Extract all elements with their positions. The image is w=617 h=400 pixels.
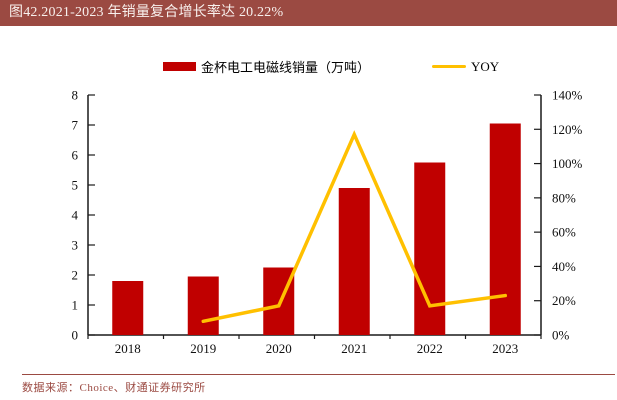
bar-2022: [414, 162, 446, 335]
chart-legend: 金杯电工电磁线销量（万吨） YOY: [163, 57, 499, 76]
x-axis-category-label: 2021: [341, 341, 367, 356]
x-axis-category-label: 2023: [492, 341, 518, 356]
x-axis-category-label: 2018: [115, 341, 141, 356]
figure-title-bar: 图42.2021-2023 年销量复合增长率达 20.22%: [0, 0, 617, 26]
yoy-line: [201, 130, 507, 324]
right-axis-tick-label: 120%: [552, 122, 583, 137]
x-axis-category-label: 2020: [266, 341, 292, 356]
x-axis-category-label: 2022: [417, 341, 443, 356]
left-axis-tick-label: 1: [72, 298, 79, 313]
bar-2023: [489, 123, 521, 335]
right-axis-tick-label: 20%: [552, 293, 576, 308]
left-axis-tick-label: 2: [72, 268, 79, 283]
line-series-legend-label: YOY: [471, 58, 500, 74]
right-axis-tick-label: 80%: [552, 190, 576, 205]
left-axis-tick-label: 6: [72, 148, 79, 163]
line-series-swatch-icon: [432, 65, 467, 68]
right-axis-tick-label: 0%: [552, 328, 570, 343]
left-axis-tick-label: 5: [72, 178, 79, 193]
bar-series-swatch-icon: [163, 62, 196, 71]
right-axis-tick-label: 40%: [552, 259, 576, 274]
left-axis-tick-label: 8: [72, 88, 79, 103]
bar-2019: [187, 276, 219, 335]
right-axis-tick-label: 60%: [552, 225, 576, 240]
bar-2018: [112, 281, 144, 335]
right-axis-tick-label: 100%: [552, 156, 583, 171]
figure-title: 图42.2021-2023 年销量复合增长率达 20.22%: [9, 5, 284, 20]
left-axis-tick-label: 7: [72, 118, 79, 133]
left-axis-tick-label: 4: [72, 208, 79, 223]
bar-2021: [338, 188, 370, 335]
source-text: 数据来源：Choice、财通证券研究所: [22, 382, 206, 394]
left-axis-tick-label: 3: [72, 238, 79, 253]
source-divider: [22, 374, 615, 375]
x-axis-category-label: 2019: [190, 341, 216, 356]
left-axis-tick-label: 0: [72, 328, 79, 343]
bar-series-legend-label: 金杯电工电磁线销量（万吨）: [201, 60, 371, 75]
right-axis-tick-label: 140%: [552, 88, 583, 103]
